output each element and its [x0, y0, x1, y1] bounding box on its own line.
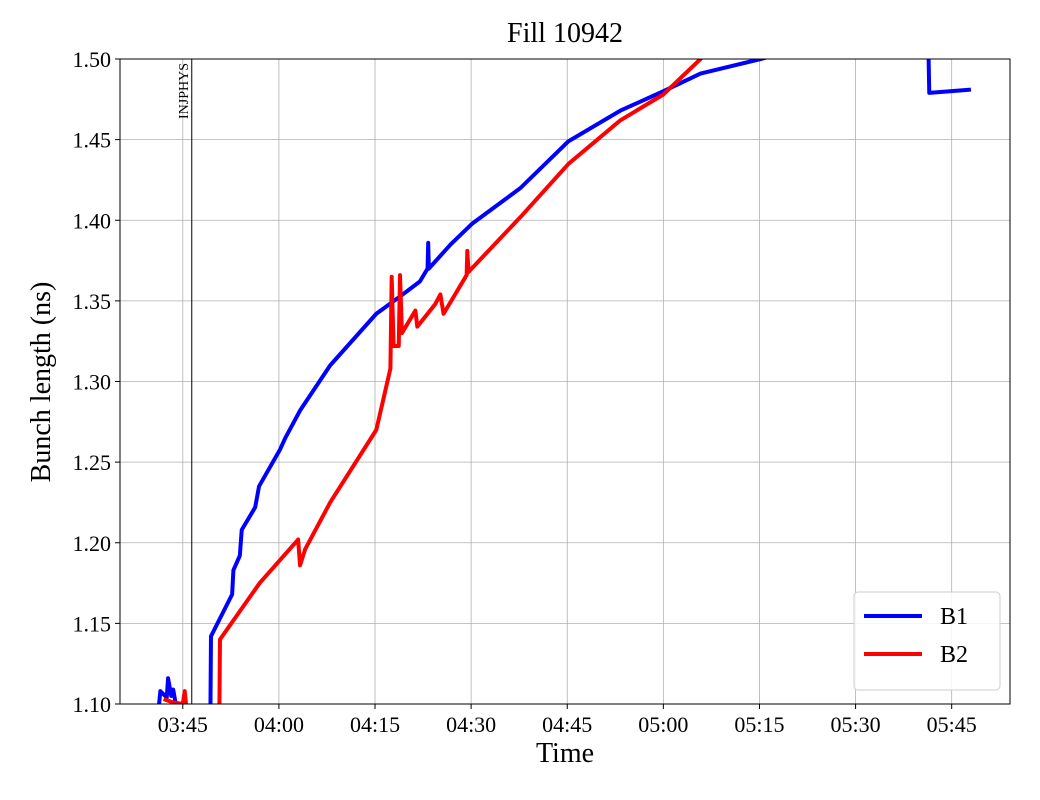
plot-frame	[119, 58, 1011, 705]
x-tick-label: 05:45	[927, 712, 977, 737]
y-tick-label: 1.15	[73, 611, 112, 636]
annotation-text: INJPHYS	[177, 63, 192, 119]
y-tick-label: 1.45	[73, 128, 112, 153]
y-tick-label: 1.25	[73, 450, 112, 475]
chart-title: Fill 10942	[507, 18, 623, 49]
series-line	[162, 59, 704, 704]
legend-box	[853, 591, 1001, 691]
y-axis-label: Bunch length (ns)	[26, 282, 57, 483]
legend-label: B2	[940, 642, 968, 668]
y-tick-label: 1.50	[73, 47, 112, 72]
y-tick-label: 1.40	[73, 208, 112, 233]
plot-lines	[157, 59, 972, 704]
x-tick-label: 03:45	[158, 712, 208, 737]
legend-label: B1	[940, 604, 968, 630]
x-tick-label: 04:30	[446, 712, 496, 737]
y-tick-label: 1.35	[73, 289, 112, 314]
y-tick-label: 1.30	[73, 370, 112, 395]
series-line	[157, 59, 972, 704]
x-tick-label: 04:00	[254, 712, 304, 737]
x-tick-label: 05:15	[734, 712, 784, 737]
x-tick-label: 04:45	[542, 712, 592, 737]
y-tick-label: 1.20	[73, 531, 112, 556]
x-axis-label: Time	[536, 738, 594, 769]
y-tick-label: 1.10	[73, 692, 112, 717]
x-tick-label: 05:00	[638, 712, 688, 737]
x-tick-label: 04:15	[350, 712, 400, 737]
x-tick-label: 05:30	[831, 712, 881, 737]
